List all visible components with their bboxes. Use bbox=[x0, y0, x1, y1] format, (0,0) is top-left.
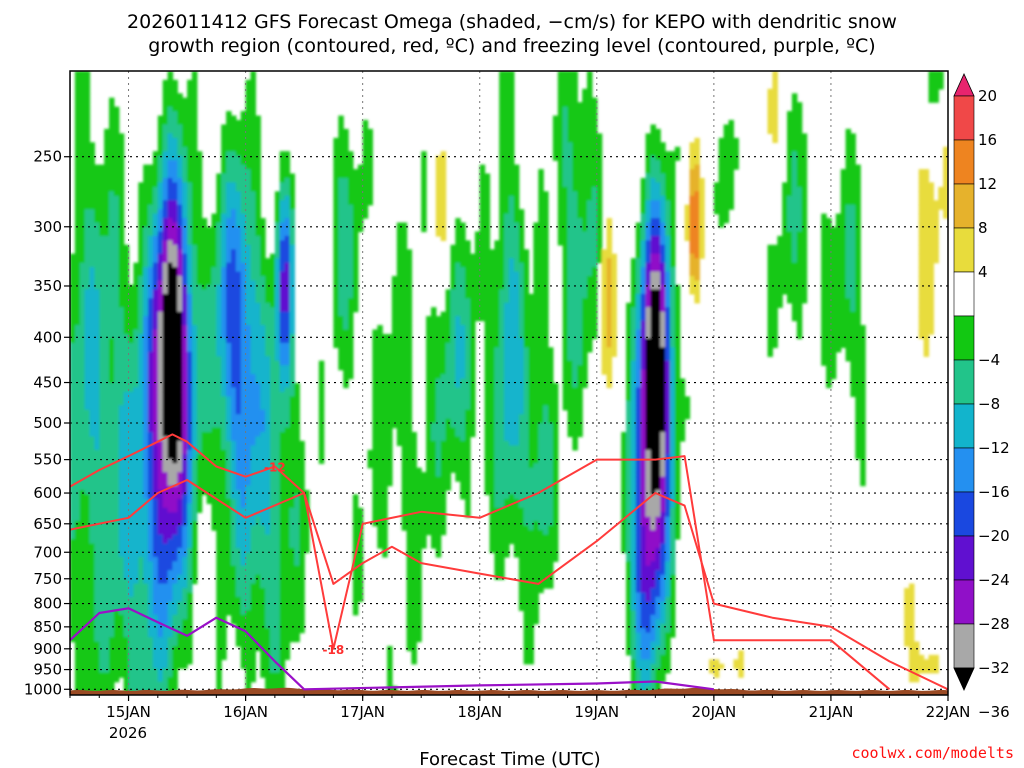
y-tick-label: 600 bbox=[33, 484, 62, 502]
x-tick-label: 19JAN bbox=[574, 703, 619, 721]
x-tick-label: 16JAN bbox=[223, 703, 268, 721]
colorbar-tick-label: −16 bbox=[978, 483, 1010, 501]
colorbar-tick-label: −4 bbox=[978, 351, 1000, 369]
terrain-fill bbox=[70, 687, 948, 695]
chart-title-line2: growth region (contoured, red, ºC) and f… bbox=[148, 35, 875, 57]
y-tick-label: 700 bbox=[33, 543, 62, 561]
y-tick-label: 1000 bbox=[24, 680, 62, 698]
x-axis-ticks: 15JAN 16JAN 17JAN 18JAN 19JAN 20JAN 21JAN 22JAN bbox=[69, 695, 971, 721]
y-tick-label: 450 bbox=[33, 374, 62, 392]
colorbar-tick-label: −8 bbox=[978, 395, 1000, 413]
colorbar-tick-label: 12 bbox=[978, 175, 997, 193]
chart-title-line1: 2026011412 GFS Forecast Omega (shaded, −… bbox=[127, 11, 897, 33]
x-tick-label: 17JAN bbox=[340, 703, 385, 721]
x-tick-label: 21JAN bbox=[809, 703, 854, 721]
colorbar-tick-label: −20 bbox=[978, 527, 1010, 545]
y-tick-label: 400 bbox=[33, 328, 62, 346]
y-tick-label: 250 bbox=[33, 148, 62, 166]
contour-lines: -12-18 bbox=[70, 433, 948, 691]
y-tick-label: 800 bbox=[33, 595, 62, 613]
plot-area: -12-18 bbox=[70, 71, 948, 695]
x-tick-label: 20JAN bbox=[691, 703, 736, 721]
y-tick-label: 500 bbox=[33, 414, 62, 432]
colorbar-tick-label: 16 bbox=[978, 131, 997, 149]
y-tick-label: 750 bbox=[33, 570, 62, 588]
x-axis-year-label: 2026 bbox=[109, 724, 147, 742]
colorbar-tick-label: 8 bbox=[978, 219, 988, 237]
y-tick-label: 650 bbox=[33, 515, 62, 533]
colorbar: 20 16 12 8 4 −4 −8 −12 −16 −20 −24 −28 −32 −36 bbox=[953, 73, 1010, 721]
x-tick-label: 18JAN bbox=[457, 703, 502, 721]
y-tick-label: 350 bbox=[33, 277, 62, 295]
x-tick-label: 15JAN bbox=[106, 703, 151, 721]
colorbar-tick-label: −12 bbox=[978, 439, 1010, 457]
y-tick-label: 550 bbox=[33, 451, 62, 469]
y-tick-label: 850 bbox=[33, 618, 62, 636]
y-tick-label: 900 bbox=[33, 640, 62, 658]
colorbar-tick-label: 20 bbox=[978, 87, 997, 105]
y-tick-label: 300 bbox=[33, 218, 62, 236]
colorbar-tick-label: −24 bbox=[978, 571, 1010, 589]
y-tick-label: 950 bbox=[33, 661, 62, 679]
colorbar-tick-label: −36 bbox=[978, 703, 1010, 721]
credit-label: coolwx.com/modelts bbox=[851, 744, 1014, 762]
colorbar-tick-label: 4 bbox=[978, 263, 988, 281]
x-axis-label: Forecast Time (UTC) bbox=[419, 749, 600, 768]
colorbar-tick-label: −28 bbox=[978, 615, 1010, 633]
colorbar-tick-label: −32 bbox=[978, 659, 1010, 677]
x-tick-label: 22JAN bbox=[926, 703, 971, 721]
y-axis-ticks: 250 300 350 400 450 500 550 600 650 700 750 800 850 9… bbox=[24, 148, 70, 698]
